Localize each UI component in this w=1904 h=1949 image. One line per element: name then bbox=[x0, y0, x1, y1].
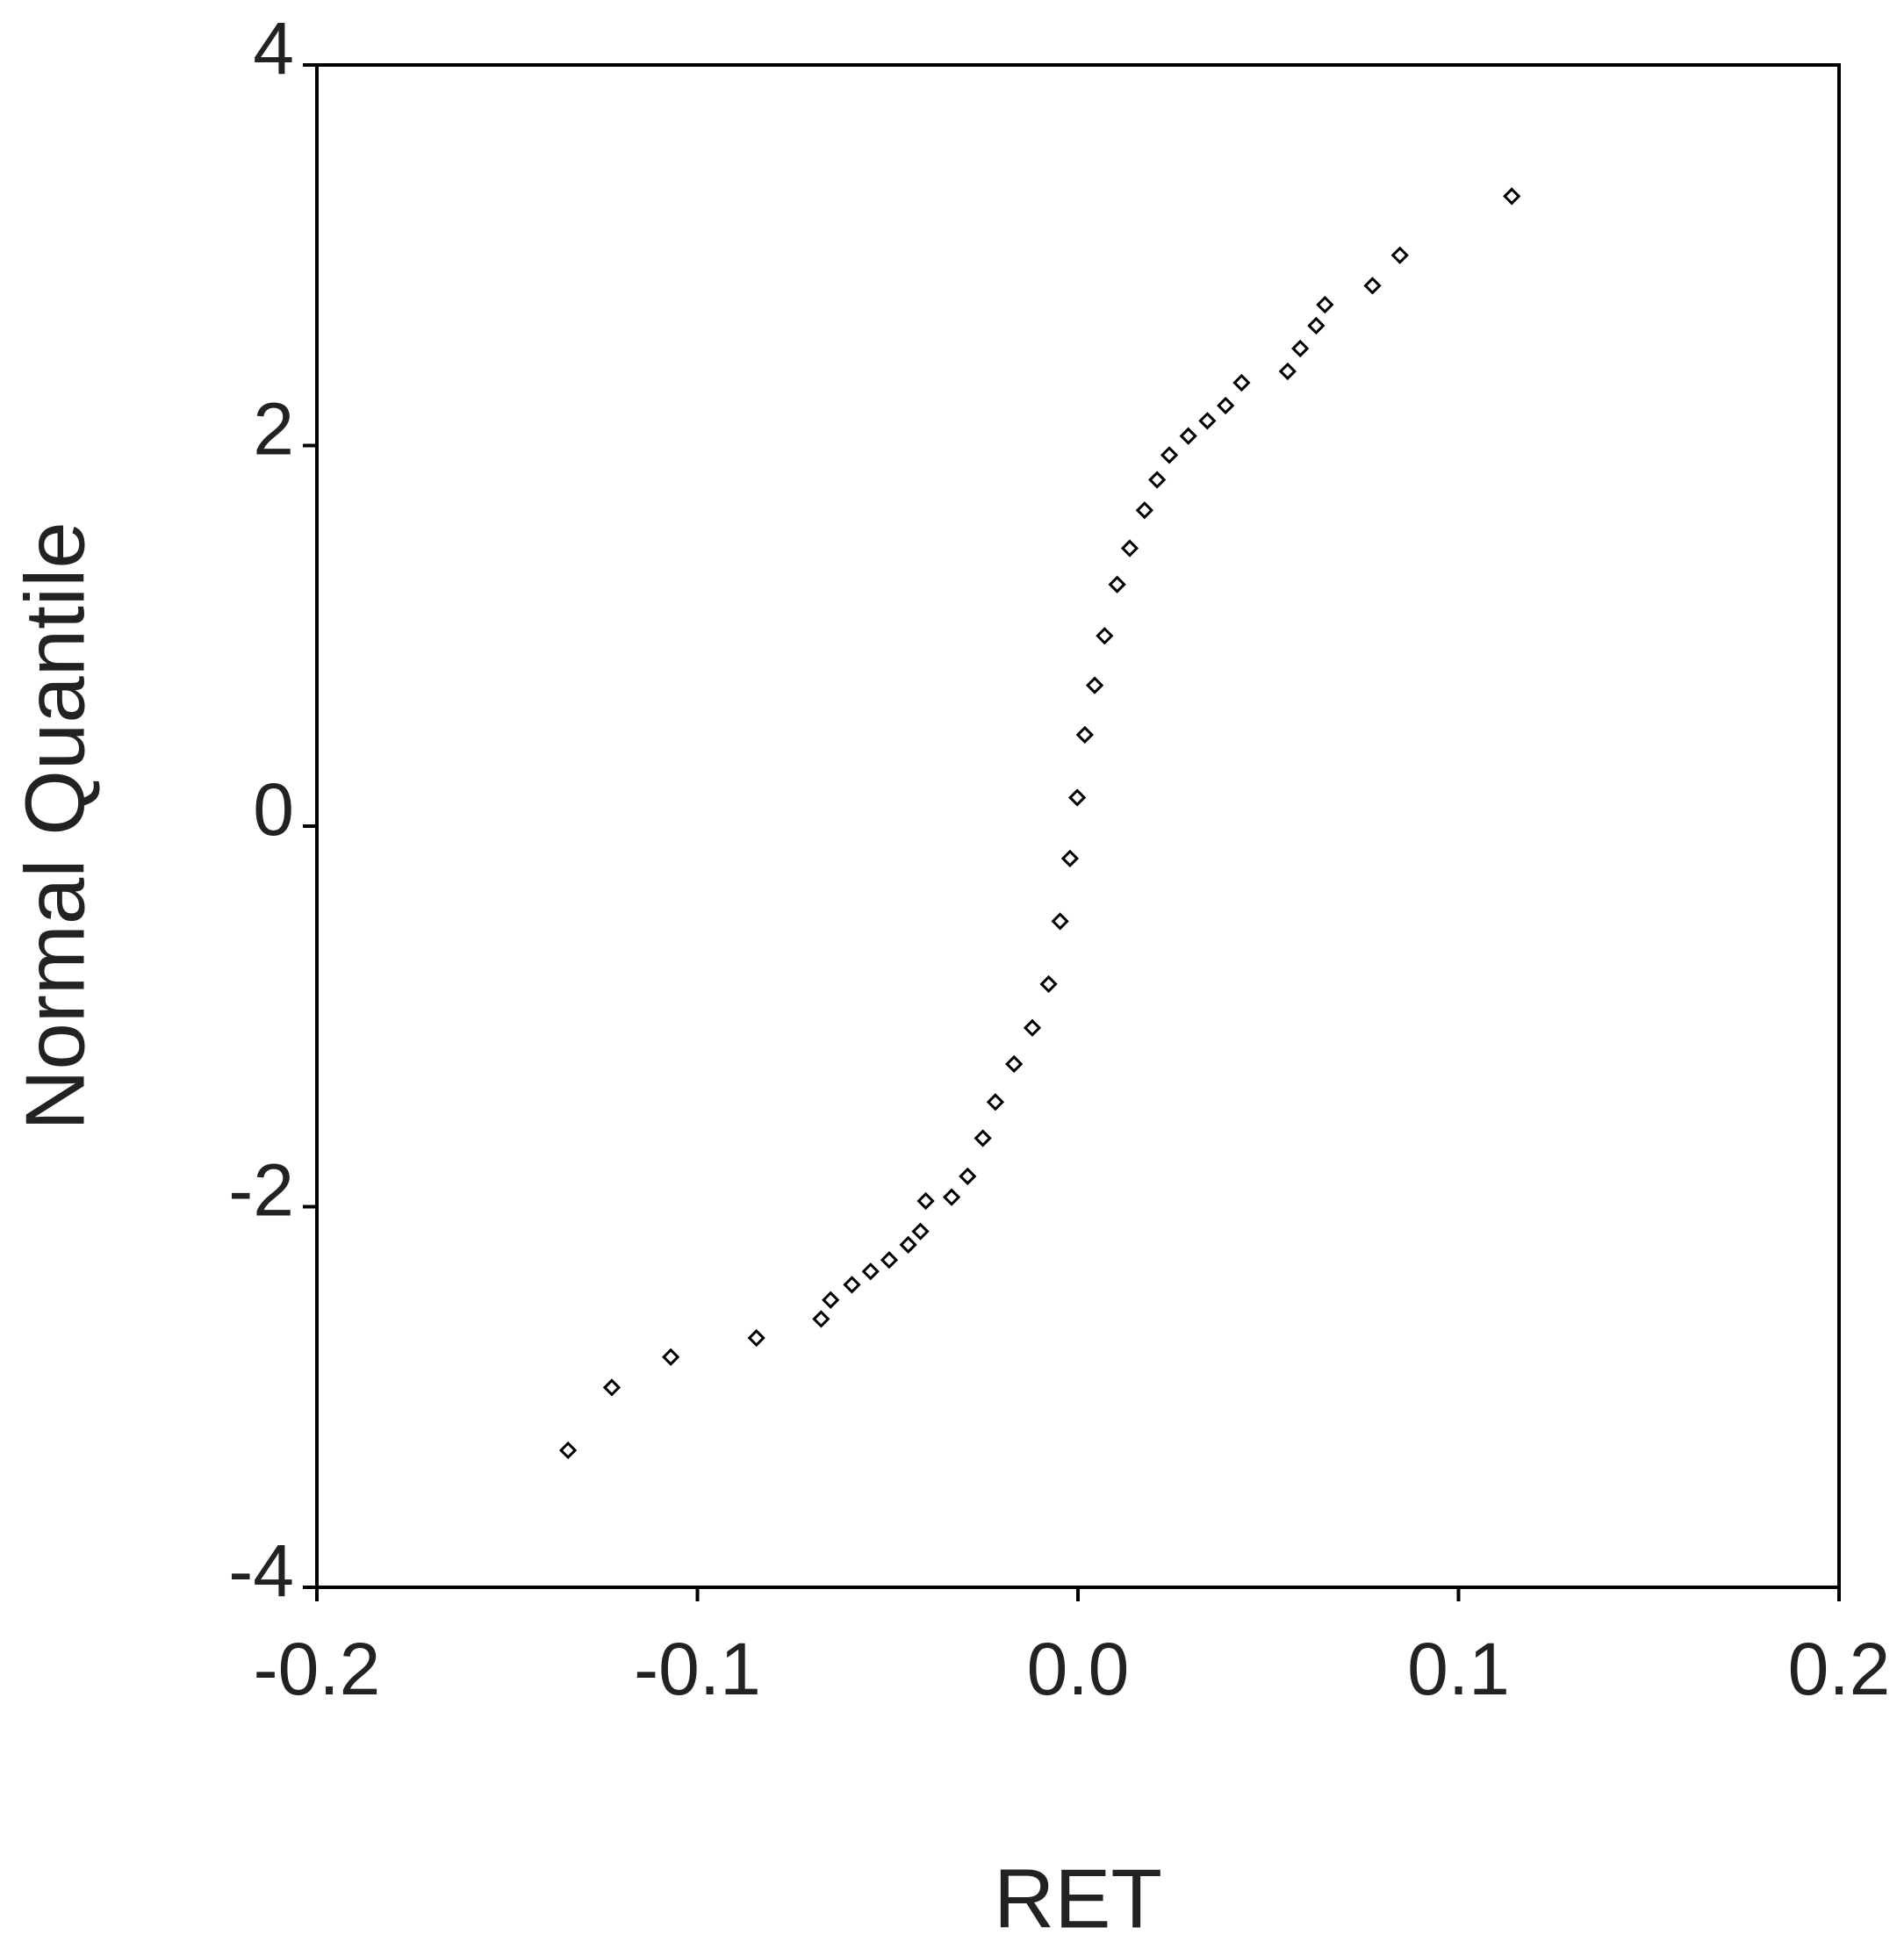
point bbox=[1363, 277, 1382, 295]
plot-frame bbox=[315, 63, 1841, 1589]
point bbox=[916, 1191, 935, 1211]
point bbox=[861, 1262, 880, 1281]
point bbox=[1316, 295, 1334, 314]
point bbox=[1307, 316, 1326, 335]
y-tick-label: 2 bbox=[253, 388, 294, 471]
point bbox=[899, 1235, 917, 1254]
point bbox=[602, 1378, 621, 1397]
point bbox=[1148, 471, 1167, 489]
point bbox=[959, 1167, 977, 1185]
point bbox=[1096, 627, 1114, 645]
point bbox=[1051, 912, 1069, 931]
point bbox=[1085, 676, 1104, 694]
y-tick-label: 0 bbox=[253, 768, 294, 851]
y-tick-label: -2 bbox=[228, 1149, 294, 1232]
point bbox=[1108, 575, 1126, 593]
point bbox=[1278, 362, 1297, 381]
point bbox=[1198, 412, 1217, 430]
point bbox=[942, 1188, 961, 1206]
point bbox=[1068, 788, 1087, 807]
point bbox=[558, 1441, 578, 1460]
point bbox=[1503, 187, 1521, 205]
x-tick-label: 0.1 bbox=[1407, 1628, 1510, 1710]
point bbox=[1075, 725, 1094, 744]
point bbox=[812, 1310, 830, 1328]
point bbox=[1023, 1018, 1042, 1037]
point bbox=[1135, 501, 1153, 520]
point bbox=[974, 1129, 992, 1147]
point bbox=[1232, 373, 1251, 392]
point bbox=[1217, 396, 1235, 415]
point bbox=[1179, 427, 1197, 445]
point bbox=[1120, 539, 1139, 557]
point bbox=[911, 1222, 930, 1241]
point bbox=[986, 1093, 1005, 1111]
point bbox=[1291, 339, 1310, 358]
point bbox=[1039, 974, 1058, 994]
point bbox=[843, 1276, 861, 1294]
y-tick-label: 4 bbox=[253, 7, 294, 90]
x-tick-label: -0.2 bbox=[254, 1628, 381, 1710]
point bbox=[880, 1251, 899, 1269]
point bbox=[747, 1328, 765, 1348]
y-tick-label: -4 bbox=[228, 1529, 294, 1612]
point bbox=[1005, 1054, 1024, 1074]
x-axis-title: RET bbox=[994, 1852, 1162, 1945]
point bbox=[662, 1348, 680, 1366]
x-tick-label: 0.2 bbox=[1788, 1628, 1891, 1710]
point bbox=[1390, 246, 1409, 264]
point bbox=[822, 1291, 840, 1309]
x-tick-label: 0.0 bbox=[1027, 1628, 1130, 1710]
point bbox=[1060, 849, 1080, 867]
y-axis-title: Normal Quantile bbox=[8, 521, 102, 1131]
point bbox=[1160, 446, 1179, 464]
x-tick-label: -0.1 bbox=[634, 1628, 761, 1710]
